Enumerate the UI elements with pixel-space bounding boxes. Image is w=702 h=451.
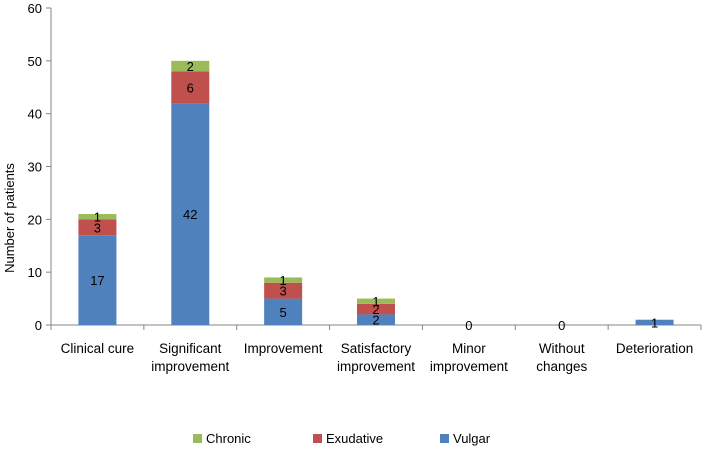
x-category-label: Minor improvement	[430, 341, 508, 374]
x-category-label-line: improvement	[430, 359, 508, 374]
data-label-chronic: 1	[280, 273, 287, 288]
legend-label-vulgar: Vulgar	[453, 431, 491, 446]
bar-exudative	[78, 219, 117, 236]
y-tick-label: 30	[28, 160, 42, 175]
y-tick-label: 50	[28, 54, 42, 69]
category-labels: Clinical cure Significant improvement Impro…	[61, 341, 694, 374]
x-category-label: Deterioration	[616, 341, 693, 356]
legend: Chronic Exudative Vulgar	[193, 431, 491, 446]
legend-swatch-vulgar	[440, 434, 449, 443]
data-label-exudative: 6	[187, 80, 194, 95]
bar-chronic	[171, 60, 210, 72]
legend-label-chronic: Chronic	[206, 431, 251, 446]
data-label-vulgar: 0	[558, 318, 565, 333]
x-category-label-line: improvement	[151, 359, 229, 374]
x-category-label-line: Clinical cure	[61, 341, 135, 356]
data-label-vulgar: 17	[90, 273, 104, 288]
y-axis-title: Number of patients	[2, 163, 17, 273]
bar-vulgar	[171, 103, 210, 325]
data-label-vulgar: 0	[465, 318, 472, 333]
data-label-vulgar: 1	[651, 315, 658, 330]
x-category-label-line: improvement	[337, 359, 415, 374]
data-label-chronic: 2	[187, 59, 194, 74]
bar-chronic	[357, 298, 395, 304]
data-label-chronic: 1	[372, 294, 379, 309]
x-category-label: Significant improvement	[151, 341, 229, 374]
x-category-label-line: Significant	[159, 341, 222, 356]
data-label-exudative: 3	[280, 284, 287, 299]
x-category-label-line: Improvement	[244, 341, 323, 356]
legend-label-exudative: Exudative	[326, 431, 383, 446]
data-label-vulgar: 2	[372, 313, 379, 328]
bar-vulgar	[635, 319, 674, 325]
bar-chronic	[264, 277, 303, 283]
data-label-chronic: 1	[94, 210, 101, 225]
data-label-exudative: 3	[94, 220, 101, 235]
x-category-label: Without changes	[536, 341, 587, 374]
x-category-label: Improvement	[244, 341, 323, 356]
x-category-label-line: Minor	[452, 341, 486, 356]
x-category-label-line: Deterioration	[616, 341, 693, 356]
data-label-vulgar: 42	[183, 207, 197, 222]
bars	[78, 60, 674, 325]
y-tick-label: 10	[28, 265, 42, 280]
legend-swatch-exudative	[313, 434, 322, 443]
bar-exudative	[357, 303, 395, 315]
bar-exudative	[171, 71, 210, 104]
bar-vulgar	[264, 298, 303, 325]
legend-swatch-chronic	[193, 434, 202, 443]
x-category-label-line: changes	[536, 359, 587, 374]
x-category-label: Clinical cure	[61, 341, 135, 356]
data-label-vulgar: 5	[280, 305, 287, 320]
x-category-label-line: Satisfactory	[341, 341, 412, 356]
bar-chronic	[78, 214, 117, 220]
y-tick-label: 60	[28, 1, 42, 16]
x-category-label-line: Without	[539, 341, 585, 356]
data-label-exudative: 2	[372, 302, 379, 317]
y-tick-label: 0	[35, 318, 42, 333]
bar-exudative	[264, 282, 303, 299]
x-category-label: Satisfactory improvement	[337, 341, 415, 374]
y-tick-label: 20	[28, 212, 42, 227]
y-tick-label: 40	[28, 107, 42, 122]
bar-vulgar	[357, 314, 395, 325]
bar-vulgar	[78, 235, 117, 325]
